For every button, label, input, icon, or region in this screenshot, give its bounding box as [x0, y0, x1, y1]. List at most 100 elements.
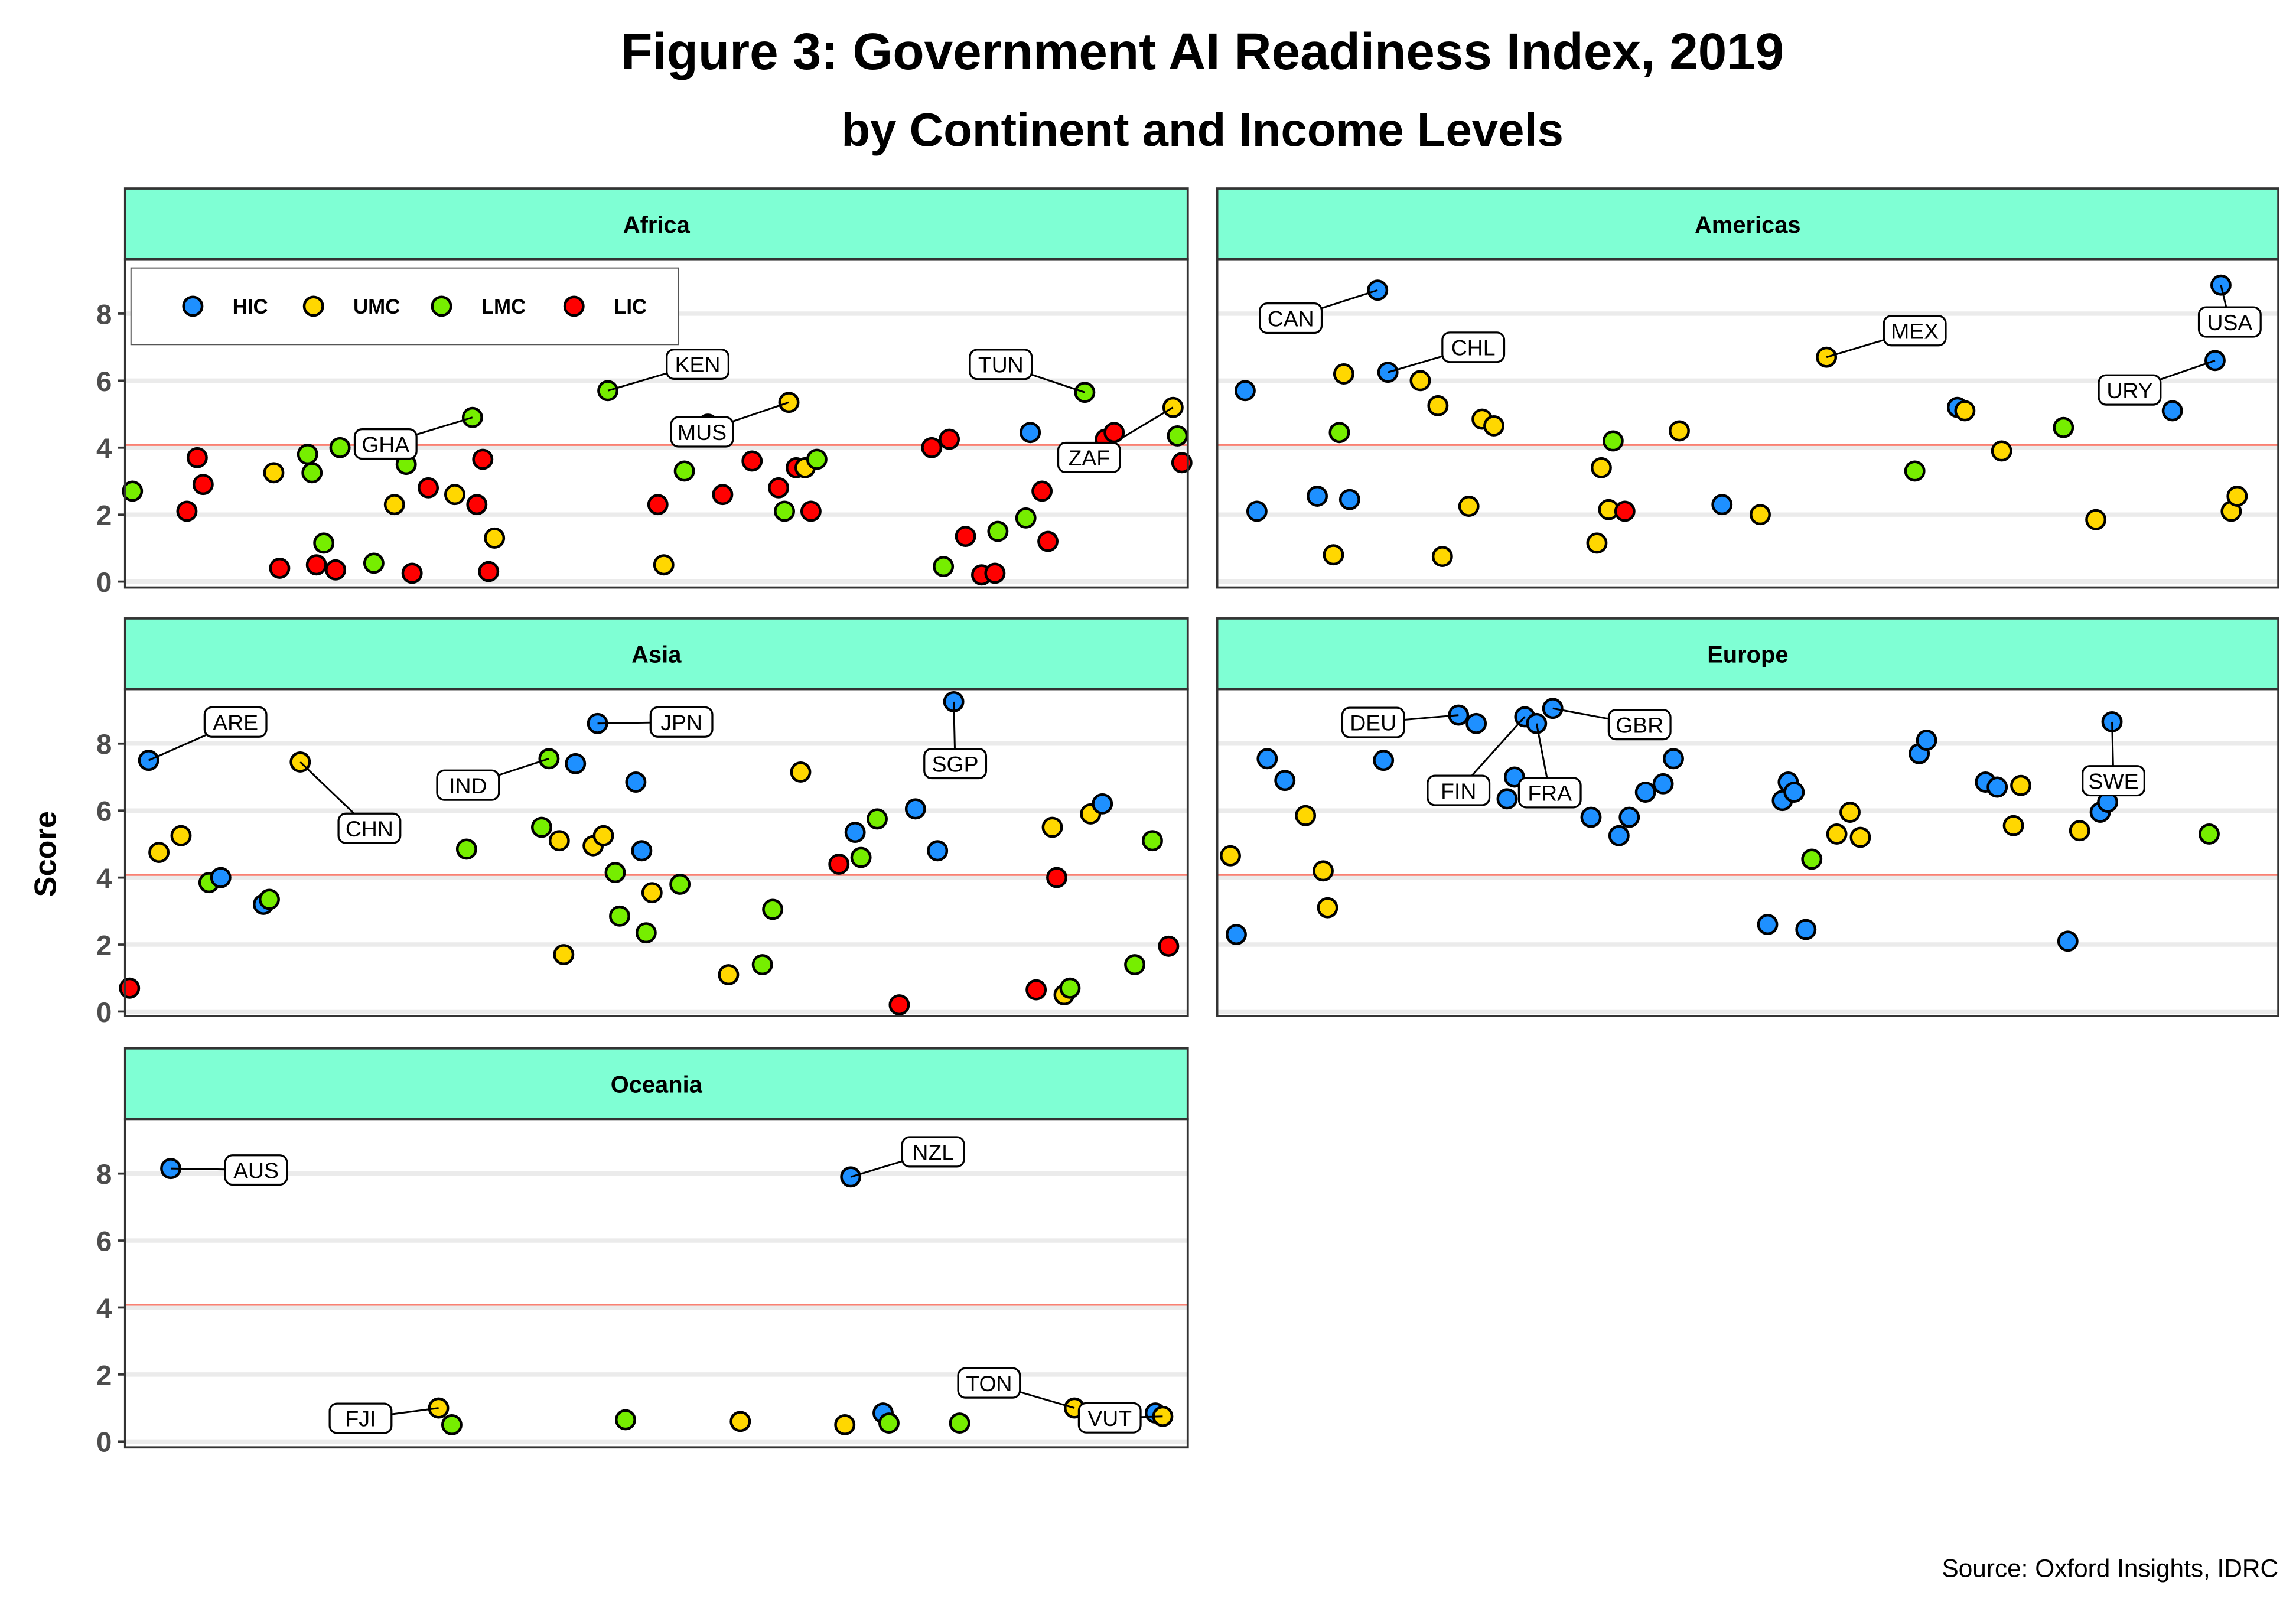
- data-point-lic: LIC: 2.1: [800, 500, 822, 522]
- country-label-box: [666, 348, 729, 380]
- data-point-umc: UMC: 2.3: [383, 494, 405, 516]
- data-point-lic: LIC: 1.35: [955, 526, 976, 547]
- data-point-hic: HIC: 2.45: [1338, 489, 1360, 510]
- data-point-lmc: LMC: 5.1: [1142, 830, 1163, 852]
- data-point-lic: LIC: 2.3: [466, 494, 488, 516]
- y-tick-label: 4: [96, 433, 112, 464]
- country-label: SWE: [2088, 769, 2138, 793]
- country-label: FIN: [1441, 779, 1476, 803]
- country-label-box: [1883, 315, 1947, 347]
- chart-subtitle: by Continent and Income Levels: [841, 103, 1564, 156]
- data-point-umc: UMC: 3.55: [641, 882, 663, 904]
- data-point-lmc: LMC: 0.55: [363, 552, 385, 574]
- data-point-lmc: LMC: 4.85: [455, 838, 477, 860]
- data-point-lmc: LMC: 4.6: [2053, 416, 2074, 438]
- data-point-umc: UMC: 7.15: [790, 761, 812, 783]
- y-tick-label: 0: [96, 567, 112, 598]
- country-label: JPN: [660, 710, 702, 735]
- data-point-lmc: LMC: 5.3: [2199, 823, 2220, 845]
- data-point-umc: UMC: 2.6: [444, 484, 465, 506]
- facet-strip: [1216, 187, 2279, 261]
- legend-label: HIC: [233, 295, 268, 318]
- country-label-box: [1077, 1402, 1142, 1434]
- data-point-hic: HIC: 5.1: [2161, 400, 2183, 422]
- data-point-lmc: LMC: 4.2: [1602, 430, 1624, 452]
- country-label: AUS: [233, 1158, 279, 1183]
- data-point-umc: UMC: 3.25: [263, 462, 285, 484]
- data-point-lmc: LMC: 1.4: [751, 954, 773, 976]
- country-label-box: [969, 349, 1033, 380]
- legend-box: [130, 267, 679, 346]
- data-point-lmc: LMC: 7.55 (IND): [538, 748, 560, 770]
- country-label: SGP: [932, 751, 979, 776]
- data-point-lic: LIC: 0.3: [478, 561, 500, 582]
- data-point-umc: UMC: 1.85: [2085, 509, 2107, 530]
- plot-area: [125, 689, 1188, 1016]
- country-label: GBR: [1616, 712, 1663, 737]
- data-point-hic: HIC: 5.25: [1608, 825, 1630, 846]
- facet-africa: Africa 0 2 4 6 8 LMC: 2.7 LIC: 2.1 LIC: 3.7 LIC: …: [96, 187, 1193, 598]
- data-point-lic: LIC: 3.7: [186, 447, 208, 468]
- y-tick-label: 8: [96, 299, 112, 330]
- country-label: VUT: [1087, 1406, 1132, 1431]
- data-point-lic: LIC: 2.3: [647, 494, 669, 516]
- data-point-lic: LIC: 2.8: [418, 477, 439, 499]
- data-point-lmc: LMC: 4.15: [604, 862, 626, 884]
- data-point-lic: LIC: 4: [921, 437, 943, 458]
- plot-area: [1217, 259, 2279, 588]
- y-tick-label: 2: [96, 930, 112, 961]
- country-label: FRA: [1528, 781, 1572, 806]
- data-point-lic: LIC: 3.55: [1171, 452, 1193, 474]
- data-point-lmc: LMC: 4.45: [1328, 422, 1350, 444]
- data-point-lic: LIC: 2.7: [1031, 480, 1053, 502]
- data-point-umc: UMC: 4.65: [1483, 415, 1504, 437]
- data-point-umc: UMC: 5.1: [1954, 400, 1976, 422]
- country-label-box: [670, 416, 734, 448]
- data-point-umc: UMC: 1.3: [484, 527, 506, 549]
- data-point-lmc: LMC: 0.55: [878, 1412, 900, 1434]
- country-label-box: [2098, 374, 2162, 406]
- country-label-box: [1517, 777, 1582, 809]
- country-label: USA: [2207, 310, 2252, 335]
- y-tick-label: 8: [96, 729, 112, 760]
- data-point-hic: HIC: 7.55: [1256, 748, 1278, 770]
- country-label: FJI: [346, 1406, 376, 1431]
- country-label-box: [337, 812, 402, 844]
- data-point-umc: UMC: 1.7: [553, 944, 575, 965]
- data-point-umc: UMC: 4.5: [1669, 420, 1690, 442]
- data-point-lic: LIC: 2.6: [712, 484, 734, 506]
- data-point-lmc: LMC: 0.65: [615, 1409, 636, 1431]
- country-label-box: [203, 706, 268, 738]
- data-point-lic: LIC: 2.9: [192, 474, 214, 496]
- country-label-box: [649, 706, 714, 738]
- legend-label: UMC: [353, 295, 400, 318]
- data-point-lmc: LMC: 4.6: [850, 846, 872, 868]
- data-point-lic: LIC: 0.35: [325, 559, 347, 581]
- data-point-lic: LIC: 0.5: [305, 554, 327, 576]
- data-point-umc: UMC: 2.25: [1458, 496, 1480, 517]
- data-point-hic: HIC: 6.55: [1634, 782, 1656, 803]
- data-point-lic: LIC: 0.4: [269, 557, 291, 579]
- data-point-umc: UMC: 1.1: [718, 964, 740, 986]
- data-point-umc: UMC: 5.25: [592, 825, 614, 846]
- facet-strip-label: Asia: [631, 642, 682, 668]
- facet-asia: Asia02468LIC: 0.7HIC: 7.5 (ARE)UMC: 4.75…: [96, 617, 1189, 1028]
- country-label-box: [1341, 706, 1405, 738]
- data-point-umc: UMC: 1.15: [1586, 532, 1608, 554]
- country-label-box: [2082, 765, 2145, 797]
- data-point-lmc: LMC: 3.3: [1904, 460, 1926, 482]
- data-point-umc: UMC: 5.2: [1849, 826, 1871, 848]
- facet-americas: Americas HIC: 5.7 HIC: 2.1 HIC: 2.55 UMC: 0.…: [1216, 187, 2279, 589]
- data-point-umc: UMC: 3.1: [1317, 897, 1338, 919]
- data-point-umc: UMC: 4.65: [1220, 845, 1241, 867]
- country-label: TUN: [978, 353, 1024, 377]
- data-point-lic: LIC: 0.2: [888, 994, 910, 1016]
- data-point-lmc: LMC: 4: [329, 437, 351, 458]
- data-point-lic: LIC: 2.1: [1614, 500, 1636, 522]
- data-point-hic: HIC: 4.8: [927, 840, 949, 862]
- data-point-hic: HIC: 5.8: [1618, 806, 1640, 828]
- data-point-lmc: LMC: 3.8: [669, 874, 691, 895]
- legend-key-hic: [182, 295, 204, 317]
- data-point-umc: UMC: 5.95: [1839, 802, 1861, 823]
- data-point-hic: HIC: 8.1: [1916, 730, 1937, 751]
